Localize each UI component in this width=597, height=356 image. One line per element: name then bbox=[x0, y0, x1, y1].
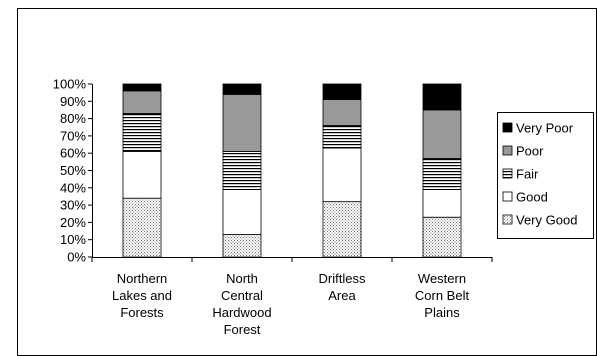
legend-swatch bbox=[502, 191, 513, 202]
x-axis: Northern Lakes and Forests North Central Hard… bbox=[91, 257, 493, 337]
x-category-label: Northern Lakes and Forests bbox=[112, 271, 172, 320]
legend-label: Poor bbox=[516, 144, 544, 159]
bar-segment-good bbox=[222, 189, 262, 235]
y-tick-label: 90% bbox=[60, 94, 86, 109]
bar-segment-fair bbox=[322, 125, 362, 149]
bar-segment-poor bbox=[322, 99, 362, 126]
legend-swatch bbox=[502, 145, 513, 156]
bar-segment-poor bbox=[422, 109, 462, 159]
bar-segment-good bbox=[122, 151, 162, 199]
y-tick-label: 20% bbox=[60, 215, 86, 230]
bar-segment-fair bbox=[122, 113, 162, 152]
legend-swatch bbox=[502, 122, 513, 133]
legend-label: Very Poor bbox=[516, 121, 574, 136]
legend-label: Good bbox=[516, 190, 548, 205]
legend-label: Very Good bbox=[516, 213, 577, 228]
y-tick-label: 30% bbox=[60, 198, 86, 213]
x-category-line: Area bbox=[328, 288, 356, 303]
x-category-line: Northern bbox=[117, 271, 168, 286]
y-tick-label: 70% bbox=[60, 128, 86, 143]
x-category-line: Lakes and bbox=[112, 288, 172, 303]
y-tick-label: 80% bbox=[60, 111, 86, 126]
y-tick-label: 100% bbox=[53, 77, 87, 92]
bar-segment-very-poor bbox=[222, 83, 262, 95]
bar-segment-very-poor bbox=[322, 83, 362, 100]
bar-segment-very-good bbox=[422, 216, 462, 258]
x-category-line: Plains bbox=[424, 305, 460, 320]
x-category-label: Driftless Area bbox=[319, 271, 366, 303]
x-category-line: Driftless bbox=[319, 271, 366, 286]
x-category-label: North Central Hardwood Forest bbox=[212, 271, 271, 337]
x-category-line: Western bbox=[418, 271, 466, 286]
y-tick-label: 60% bbox=[60, 146, 86, 161]
bar-segment-very-good bbox=[122, 197, 162, 258]
y-tick-label: 50% bbox=[60, 163, 86, 178]
y-tick-label: 40% bbox=[60, 180, 86, 195]
bars bbox=[122, 83, 462, 258]
x-category-line: North bbox=[226, 271, 258, 286]
bar-segment-poor bbox=[222, 93, 262, 152]
bar-segment-very-good bbox=[322, 201, 362, 258]
x-category-line: Forests bbox=[120, 305, 164, 320]
legend-swatch bbox=[502, 214, 513, 225]
bar-segment-very-poor bbox=[122, 83, 162, 92]
bar-segment-fair bbox=[222, 151, 262, 190]
bar-segment-poor bbox=[122, 90, 162, 114]
legend-box bbox=[497, 112, 594, 239]
bar-segment-very-poor bbox=[422, 83, 462, 111]
bar-segment-fair bbox=[422, 157, 462, 190]
legend-label: Fair bbox=[516, 167, 539, 182]
bar-segment-good bbox=[422, 189, 462, 218]
bar-segment-good bbox=[322, 147, 362, 203]
bar-segment-very-good bbox=[222, 234, 262, 258]
x-category-line: Forest bbox=[224, 322, 261, 337]
y-tick-label: 10% bbox=[60, 232, 86, 247]
y-axis: 0% 10% 20% 30% 40% 50% 60% 70% 80% 90% 100% bbox=[53, 77, 93, 265]
y-tick-label: 0% bbox=[67, 250, 86, 265]
x-category-line: Hardwood bbox=[212, 305, 271, 320]
legend: Very Poor Poor Fair Good Very Good bbox=[497, 112, 594, 239]
legend-swatch bbox=[502, 168, 513, 179]
x-category-line: Corn Belt bbox=[415, 288, 470, 303]
x-category-line: Central bbox=[221, 288, 263, 303]
x-category-label: Western Corn Belt Plains bbox=[415, 271, 470, 320]
